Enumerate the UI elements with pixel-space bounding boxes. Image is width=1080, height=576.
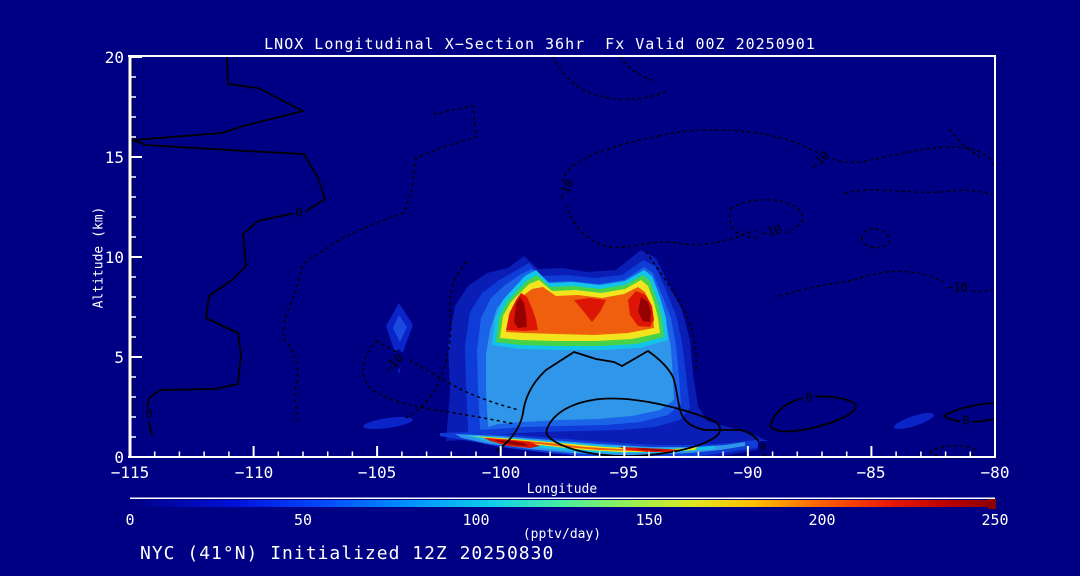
weak-feature-patches (363, 303, 935, 430)
y-tick-15: 15 (104, 148, 124, 167)
colorbar-units-label: (pptv/day) (522, 527, 602, 542)
contour-label-zero: 0 (145, 407, 152, 421)
y-tick-0: 0 (114, 448, 124, 467)
cb-tick-0: 0 (125, 511, 135, 529)
x-tick--80: −80 (980, 463, 1010, 482)
x-tick--115: −115 (110, 463, 150, 482)
x-tick--85: −85 (856, 463, 886, 482)
contour-label-zero: 0 (760, 442, 766, 453)
x-axis-ticks (129, 446, 996, 457)
contour-label-minus10: −10 (759, 222, 783, 241)
cb-tick-100: 100 (462, 511, 490, 529)
y-axis-ticks (130, 56, 142, 458)
colorbar-gradient (130, 500, 995, 507)
x-tick--105: −105 (357, 463, 397, 482)
x-tick--100: −100 (481, 463, 521, 482)
cb-tick-250: 250 (981, 511, 1009, 529)
contour-label-minus10: −10 (946, 281, 968, 295)
colorbar-end-cap (988, 499, 996, 509)
axes-frame (128, 55, 996, 458)
y-tick-5: 5 (114, 348, 124, 367)
cb-tick-200: 200 (808, 511, 836, 529)
colorbar (130, 497, 996, 509)
colorbar-top-rule (130, 497, 995, 499)
plot-title: LNOX Longitudinal X−Section 36hr Fx Vali… (264, 35, 816, 53)
surface-layer-streak (440, 432, 768, 458)
x-axis-label: Longitude (526, 482, 598, 497)
x-tick--110: −110 (234, 463, 274, 482)
contour-label-zero: 0 (805, 391, 812, 405)
elevated-plume (446, 250, 768, 459)
contour-label-zero: 0 (295, 206, 302, 220)
cb-tick-50: 50 (293, 511, 313, 529)
initialization-info: NYC (41°N) Initialized 12Z 20250830 (140, 543, 555, 564)
y-tick-20: 20 (104, 48, 124, 67)
cb-tick-150: 150 (635, 511, 663, 529)
x-tick--90: −90 (733, 463, 763, 482)
y-tick-10: 10 (104, 248, 124, 267)
contour-label-zero: 0 (962, 414, 969, 428)
x-tick--95: −95 (609, 463, 639, 482)
